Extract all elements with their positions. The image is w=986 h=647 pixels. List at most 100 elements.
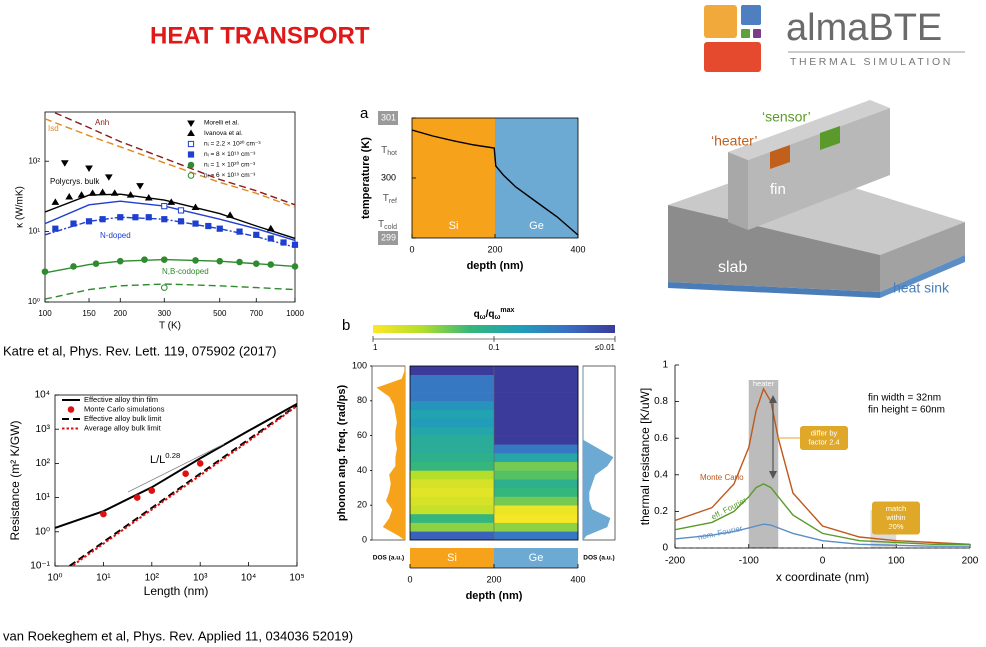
marker xyxy=(100,510,107,518)
y-tick-label: 100 xyxy=(352,360,367,370)
x-axis-label: depth (nm) xyxy=(467,260,524,272)
marker xyxy=(252,260,260,267)
marker xyxy=(116,257,124,265)
heatmap-cell xyxy=(410,392,495,402)
y-tick-label: 301 xyxy=(381,112,396,122)
band-label: heater xyxy=(753,379,775,388)
annotation-box xyxy=(872,501,920,535)
slab-front xyxy=(668,205,880,292)
marker xyxy=(216,225,223,232)
marker xyxy=(177,218,185,225)
y-tick-label: 10⁴ xyxy=(35,390,50,401)
heatmap-cell xyxy=(494,400,579,410)
y-tick-label: 10² xyxy=(28,156,40,165)
logo-name: almaBTE xyxy=(786,7,942,49)
heatmap-cell xyxy=(494,383,579,393)
label-part: L/L xyxy=(150,454,165,466)
y-tick-label: 0.6 xyxy=(654,433,668,444)
region-label: Ge xyxy=(529,552,544,564)
legend-label: nᵢ = 2.2 × 10²⁰ cm⁻³ xyxy=(204,140,261,148)
heatmap-cell xyxy=(494,418,579,428)
label-part: ω xyxy=(494,314,500,321)
sensor-pad xyxy=(820,126,840,150)
heatmap-cell xyxy=(410,487,495,497)
annotation-box xyxy=(800,426,848,450)
heatmap-cell xyxy=(494,435,579,445)
logo-square xyxy=(753,29,761,38)
marker xyxy=(236,258,243,266)
y-tick-label: 60 xyxy=(357,430,367,440)
colorbar-tick-label: 0.1 xyxy=(488,343,500,352)
marker xyxy=(187,129,195,136)
marker xyxy=(160,284,168,291)
marker xyxy=(148,487,156,494)
marker xyxy=(253,231,260,238)
x-tick-label: 200 xyxy=(486,574,501,584)
label-part: cold xyxy=(384,224,397,231)
heatmap-cell xyxy=(494,513,579,523)
marker xyxy=(104,174,113,181)
heatmap-cell xyxy=(494,522,579,532)
y-tick-label: 10⁻¹ xyxy=(30,561,50,572)
logo-square xyxy=(741,5,761,25)
y-tick-label: 40 xyxy=(357,465,367,475)
marker xyxy=(291,241,299,248)
marker xyxy=(41,268,49,275)
y-tick-label: 20 xyxy=(357,500,367,510)
region-label: Ge xyxy=(529,220,544,232)
marker xyxy=(236,228,243,235)
heatmap-cell xyxy=(410,531,495,541)
heatmap-cell xyxy=(410,366,495,375)
arrow-head xyxy=(769,471,777,479)
heatmap-cell xyxy=(494,453,579,462)
annotation: fin width = 32nm xyxy=(868,393,941,404)
heatmap-cell xyxy=(410,374,495,384)
heat-sink-label: heat sink xyxy=(893,280,950,296)
y-tick-label: 80 xyxy=(357,395,367,405)
x-axis-label: T (K) xyxy=(159,321,181,332)
marker xyxy=(187,151,195,158)
y-tick-label: 0 xyxy=(662,543,668,554)
marker xyxy=(92,260,100,267)
marker xyxy=(196,460,204,467)
plot-frame xyxy=(54,394,298,567)
series-line xyxy=(45,283,295,300)
marker xyxy=(205,222,212,230)
marker xyxy=(141,256,148,263)
annotation: Isd xyxy=(48,124,59,133)
series-group xyxy=(412,129,578,236)
marker xyxy=(161,216,168,223)
y-tick-label: 10⁰ xyxy=(28,297,40,306)
y-tick-label: 10¹ xyxy=(28,227,40,236)
y-tick-label: 10³ xyxy=(36,424,51,435)
x-tick-label: 10² xyxy=(145,573,160,584)
y-axis-label: κ (W/mK) xyxy=(15,186,26,228)
region xyxy=(410,548,494,568)
series-line xyxy=(45,193,295,240)
x-tick-label: 0 xyxy=(407,574,412,584)
tick-box xyxy=(378,111,398,125)
marker xyxy=(70,263,77,270)
fin-side xyxy=(748,108,890,230)
legend-label: Average alloy bulk limit xyxy=(84,423,161,432)
x-tick-label: 150 xyxy=(82,309,96,318)
dos-area xyxy=(582,366,614,541)
y-tick-label: 0.8 xyxy=(654,396,668,407)
x-tick-label: -200 xyxy=(665,556,685,567)
annotation: 20% xyxy=(888,522,903,531)
slab-label: slab xyxy=(718,259,747,276)
annotation: match xyxy=(886,504,906,513)
callout-line xyxy=(871,517,896,531)
fin-front xyxy=(728,152,748,230)
heatmap-cell xyxy=(410,513,495,523)
legend-label: Monte Carlo simulations xyxy=(84,404,165,413)
marker xyxy=(187,161,195,169)
marker xyxy=(267,235,274,242)
legend-label: Effective alloy thin film xyxy=(84,395,158,404)
x-tick-label: 10³ xyxy=(193,573,208,584)
heater-pad xyxy=(770,145,790,169)
y-tick-label: 1 xyxy=(662,360,668,371)
heatmap-cell xyxy=(494,409,579,419)
heatmap-cell xyxy=(410,461,495,471)
marker xyxy=(266,224,275,232)
